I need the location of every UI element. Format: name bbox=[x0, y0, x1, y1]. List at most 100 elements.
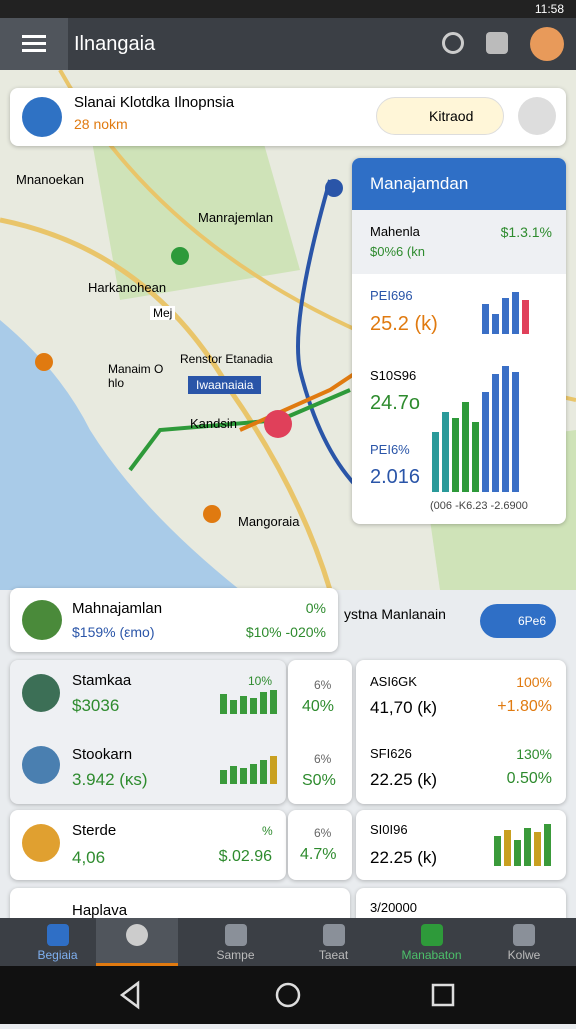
avatar bbox=[22, 824, 60, 862]
app-title: Ilnangaia bbox=[74, 33, 156, 55]
right-change: 130% bbox=[516, 746, 552, 762]
row-label: PEI696 bbox=[370, 288, 413, 303]
share-button[interactable] bbox=[442, 32, 464, 54]
map-label: Renstor Etanadia bbox=[180, 352, 273, 366]
list-right: ASI6GK 41,70 (k) 100% +1.80% SFI626 22.2… bbox=[356, 660, 566, 804]
item-amount: $.02.96 bbox=[218, 848, 272, 865]
nav-icon bbox=[224, 924, 247, 946]
row-sub: $0%6 (kn bbox=[370, 244, 425, 259]
chart-axis: (006 -K6.23 -2.6900 bbox=[430, 500, 528, 512]
right-value: 41,70 (k) bbox=[370, 698, 438, 717]
row-label: PEI6% bbox=[370, 442, 410, 457]
menu-button[interactable] bbox=[0, 18, 68, 70]
right-label: SI0I96 bbox=[370, 822, 408, 837]
nav-icon bbox=[513, 924, 535, 946]
status-bar: 11:58 bbox=[0, 0, 576, 18]
avatar bbox=[22, 600, 62, 640]
location-button[interactable]: Kitraod bbox=[376, 97, 504, 135]
location-icon bbox=[22, 97, 62, 137]
item-value: 4,06 bbox=[72, 848, 106, 867]
list-card: Sterde 4,06 % $.02.96 bbox=[10, 810, 286, 880]
nav-item[interactable]: Kolwe bbox=[472, 918, 576, 966]
location-card: Slanai Klotdka Ilnopnsia 28 nokm Kitraod bbox=[10, 88, 566, 146]
panel-row: Mahenla $1.3.1% $0%6 (kn bbox=[352, 210, 566, 274]
panel-header: Manajamdan bbox=[352, 158, 566, 210]
list-right: SI0I96 22.25 (k) bbox=[356, 810, 566, 880]
nav-item[interactable]: Taeat bbox=[276, 918, 391, 966]
nav-label: Begiaia bbox=[37, 948, 78, 962]
map-pin[interactable] bbox=[203, 505, 221, 523]
nav-icon bbox=[46, 924, 69, 946]
row-value: 2.016 bbox=[370, 466, 421, 488]
item-name: Stamkaa bbox=[72, 672, 132, 689]
toggle[interactable]: 6Pe6 bbox=[480, 604, 556, 638]
recents-button[interactable] bbox=[431, 983, 455, 1007]
right-value: 22.25 (k) bbox=[370, 848, 438, 867]
nav-item[interactable]: Begiaia bbox=[0, 918, 115, 966]
list-mid: 6% 4.7% bbox=[288, 810, 352, 880]
notification-button[interactable] bbox=[486, 32, 508, 54]
map-route bbox=[128, 388, 351, 472]
nav-label: Manabaton bbox=[401, 948, 462, 962]
mid-label: 6% bbox=[314, 826, 332, 840]
map-label: Mangoraia bbox=[238, 514, 300, 529]
map-label: Kandsin bbox=[190, 416, 237, 431]
map-pin[interactable] bbox=[325, 179, 343, 197]
nav-label: Kolwe bbox=[507, 948, 541, 962]
summary-change: 0% bbox=[305, 600, 326, 616]
map-label: Manaim O hlo bbox=[108, 362, 164, 390]
nav-icon bbox=[420, 924, 443, 946]
avatar[interactable] bbox=[530, 27, 564, 61]
map-label[interactable]: Iwaanaiaia bbox=[188, 376, 262, 394]
system-buttons bbox=[119, 980, 455, 1010]
nav-item[interactable] bbox=[96, 918, 178, 966]
clock: 11:58 bbox=[534, 2, 564, 16]
more-button[interactable] bbox=[518, 97, 556, 135]
map-pin[interactable] bbox=[171, 247, 189, 265]
map-water bbox=[0, 320, 240, 590]
mid-value: 4.7% bbox=[300, 846, 337, 863]
mid-label: 6% bbox=[314, 752, 332, 766]
right-label: SFI626 bbox=[370, 746, 412, 761]
panel-chart bbox=[432, 364, 519, 492]
nav-label: Taeat bbox=[318, 948, 349, 962]
nav-item[interactable]: Sampe bbox=[178, 918, 293, 966]
back-button[interactable] bbox=[119, 980, 140, 1010]
location-subtitle: 28 nokm bbox=[74, 116, 128, 132]
list-mid: 6% 40% 6% S0% bbox=[288, 660, 352, 804]
summary-title: Mahnajamlan bbox=[72, 600, 163, 617]
menu-icon bbox=[22, 35, 46, 38]
item-change: 10% bbox=[248, 674, 273, 688]
right-value: 22.25 (k) bbox=[370, 770, 438, 789]
nav-label: Sampe bbox=[216, 948, 255, 962]
mini-chart bbox=[482, 288, 529, 334]
toggle-label: 6Pe6 bbox=[518, 614, 547, 628]
right-label: ASI6GK bbox=[370, 674, 417, 689]
mini-chart bbox=[220, 756, 277, 784]
map-label: Mej bbox=[150, 306, 176, 320]
list-card: Stamkaa $3036 10% Stookarn 3.942 (κs) bbox=[10, 660, 286, 804]
right-change: 100% bbox=[516, 674, 552, 690]
mini-chart bbox=[220, 688, 277, 714]
panel-title: Manajamdan bbox=[370, 174, 469, 193]
item-value: 3.942 (κs) bbox=[72, 770, 148, 789]
map-pin[interactable] bbox=[35, 353, 53, 371]
item-change: % bbox=[262, 824, 273, 838]
system-panel: ystna Manlanain 6Pe6 bbox=[340, 588, 566, 652]
map-pin[interactable] bbox=[264, 410, 292, 438]
item-name: Sterde bbox=[72, 822, 117, 839]
map-label: Harkanohean bbox=[88, 280, 167, 295]
nav-item[interactable]: Manabaton bbox=[374, 918, 489, 966]
mid-label: 6% bbox=[314, 678, 332, 692]
map-label: Manrajemlan bbox=[198, 210, 274, 225]
home-button[interactable] bbox=[275, 982, 301, 1008]
nav-icon bbox=[322, 924, 345, 946]
item-value: $3036 bbox=[72, 696, 120, 715]
button-label: Kitraod bbox=[429, 108, 474, 124]
item-name: Stookarn bbox=[72, 746, 133, 763]
system-nav bbox=[0, 966, 576, 1024]
avatar bbox=[22, 674, 60, 712]
summary-card: Mahnajamlan $159% (εmo) 0% $10% -020% bbox=[10, 588, 338, 652]
mid-value: S0% bbox=[302, 772, 336, 789]
map-label: Mnanoekan bbox=[16, 172, 84, 187]
